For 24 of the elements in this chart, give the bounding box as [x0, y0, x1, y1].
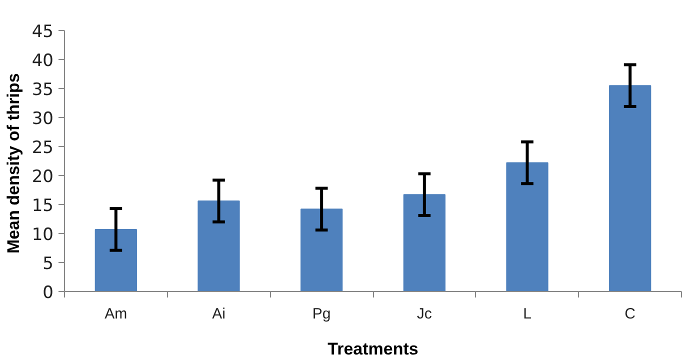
x-tick-label: Am	[104, 306, 128, 322]
y-tick-label: 15	[32, 196, 54, 216]
bar	[300, 208, 343, 292]
y-tick-label: 0	[42, 283, 54, 303]
y-tick-label: 35	[32, 80, 54, 100]
x-tick-label: Pg	[312, 306, 331, 322]
y-tick-label: 40	[32, 51, 54, 71]
x-tick-label: Jc	[416, 306, 432, 322]
x-tick-label: L	[523, 306, 532, 322]
bar	[506, 162, 548, 292]
bar	[403, 194, 446, 292]
x-tick-label: C	[624, 306, 636, 322]
y-tick-label: 25	[32, 138, 54, 158]
bar	[609, 85, 652, 292]
y-axis-title: Mean density of thrips	[4, 73, 23, 254]
y-tick-label: 5	[42, 254, 54, 274]
x-tick-label: Ai	[212, 306, 226, 322]
y-tick-label: 20	[32, 167, 54, 187]
bar	[94, 228, 137, 292]
x-axis-title: Treatments	[328, 340, 418, 358]
y-tick-label: 30	[32, 109, 54, 129]
y-tick-label: 10	[32, 225, 54, 245]
bar	[198, 200, 240, 292]
y-tick-label: 45	[32, 22, 54, 42]
